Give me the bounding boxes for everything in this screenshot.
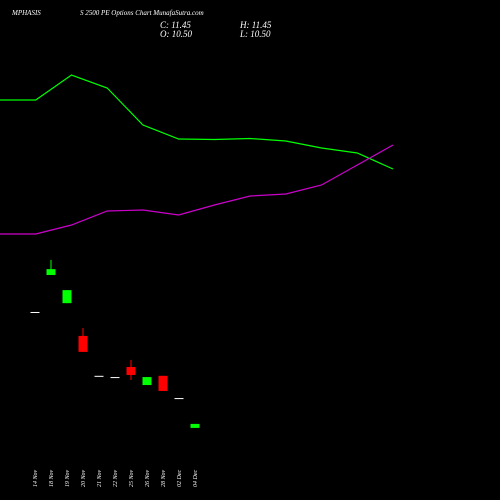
open-label: O: 10.50 <box>160 29 192 39</box>
candle-body <box>78 335 88 352</box>
candle-body <box>174 398 184 400</box>
candle-body <box>94 375 104 377</box>
candle-body <box>62 290 72 304</box>
candle-body <box>30 311 40 313</box>
x-tick-label: 14 Nov <box>32 469 39 487</box>
x-tick-label: 19 Nov <box>65 469 71 487</box>
candle-body <box>190 423 200 428</box>
x-tick-label: 25 Nov <box>129 469 135 487</box>
x-tick-label: 26 Nov <box>145 469 151 487</box>
high-label: H: 11.45 <box>239 20 272 30</box>
candle-body <box>142 377 152 386</box>
x-tick-label: 04 Dec <box>192 470 199 487</box>
x-tick-label: 02 Dec <box>177 470 183 487</box>
candle-body <box>110 377 120 379</box>
x-tick-label: 20 Nov <box>81 469 87 487</box>
x-tick-label: 28 Nov <box>161 469 167 487</box>
candle-body <box>46 269 56 276</box>
close-label: C: 11.45 <box>160 20 191 30</box>
x-tick-label: 18 Nov <box>49 469 55 487</box>
chart-title: MPHASIS <box>11 9 41 17</box>
x-tick-label: 22 Nov <box>113 469 119 487</box>
candle-body <box>126 367 136 375</box>
indicator-line <box>0 144 394 235</box>
chart-subtitle: S 2500 PE Options Chart MunafaSutra.com <box>80 9 204 17</box>
indicator-line <box>0 74 394 170</box>
low-label: L: 10.50 <box>239 29 271 39</box>
x-tick-label: 21 Nov <box>97 469 103 487</box>
candle-body <box>158 375 168 391</box>
